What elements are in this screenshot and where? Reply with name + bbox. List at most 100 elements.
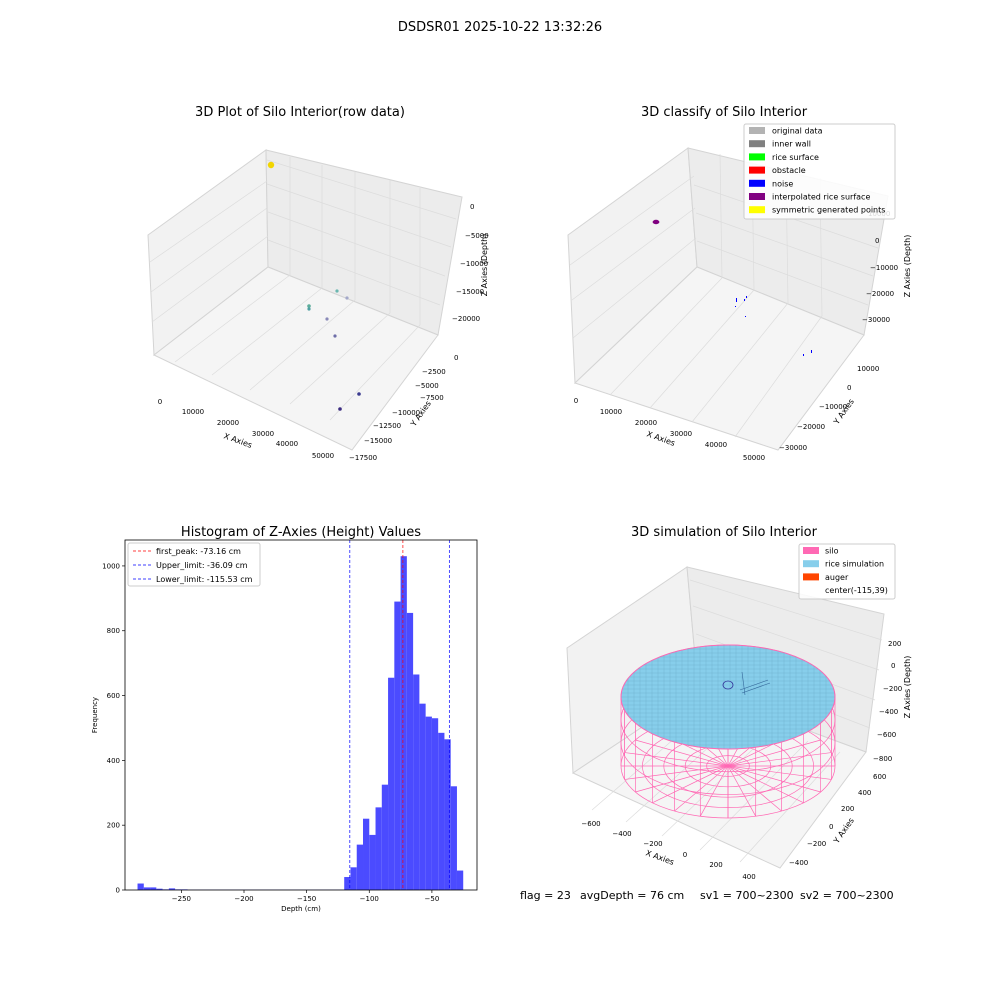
x-tick-label: 10000 bbox=[600, 408, 622, 416]
y-tick-label: −10000 bbox=[392, 409, 420, 417]
legend-swatch bbox=[749, 206, 765, 214]
y-tick-label: 0 bbox=[847, 384, 851, 392]
histogram-bar bbox=[444, 739, 451, 890]
footer-sv2: sv2 = 700~2300 bbox=[800, 889, 894, 902]
histogram-bar bbox=[363, 818, 370, 890]
histogram-bar bbox=[344, 877, 351, 890]
histogram-bar bbox=[431, 718, 439, 890]
histogram-bar bbox=[137, 883, 144, 890]
histogram-bars bbox=[137, 556, 464, 890]
footer-flag: flag = 23 bbox=[520, 889, 571, 902]
z-tick-label: −5000 bbox=[465, 232, 489, 240]
z-tick-label: 0 bbox=[891, 662, 895, 670]
histogram-axes-frame bbox=[124, 539, 478, 891]
data-point bbox=[735, 306, 736, 307]
z-tick-label: 0 bbox=[875, 237, 879, 245]
data-point bbox=[345, 296, 349, 300]
histogram-bar bbox=[456, 870, 464, 890]
legend-label: symmetric generated points bbox=[772, 206, 885, 215]
data-point bbox=[745, 316, 746, 317]
panel3-title: Histogram of Z-Axies (Height) Values bbox=[181, 525, 421, 540]
panel1-title: 3D Plot of Silo Interior(row data) bbox=[195, 105, 405, 120]
histogram-bar bbox=[350, 867, 357, 890]
x-tick-label: −200 bbox=[234, 895, 253, 903]
x-tick-label: 0 bbox=[683, 851, 687, 859]
panel2-legend: original data inner wall rice surface obsta… bbox=[743, 123, 896, 220]
x-tick-label: 200 bbox=[709, 861, 722, 869]
x-tick-label: 30000 bbox=[252, 430, 274, 438]
data-point bbox=[307, 304, 311, 308]
legend-label: auger bbox=[825, 573, 849, 582]
legend-label: interpolated rice surface bbox=[772, 193, 870, 202]
data-point bbox=[357, 392, 361, 396]
legend-label: rice surface bbox=[772, 153, 819, 162]
y-tick-label: 200 bbox=[841, 805, 854, 813]
y-tick-label: −20000 bbox=[797, 423, 825, 431]
data-point bbox=[333, 334, 337, 338]
silo-spoke bbox=[635, 739, 729, 767]
panel-histogram: Histogram of Z-Axies (Height) Values −25… bbox=[91, 525, 478, 913]
histogram-bar bbox=[388, 677, 395, 890]
y-tick-label: −2500 bbox=[422, 368, 446, 376]
data-point bbox=[744, 299, 745, 301]
panel2-floor bbox=[574, 266, 865, 451]
y-tick-label: 0 bbox=[454, 354, 458, 362]
panel-classify-3d: 3D classify of Silo Interior 0 10000 200… bbox=[567, 105, 912, 462]
histogram-bar bbox=[150, 887, 157, 890]
y-tick-label: −400 bbox=[789, 859, 808, 867]
panel1-gridlines bbox=[149, 157, 457, 421]
legend-swatch bbox=[803, 547, 819, 554]
legend-label: rice simulation bbox=[825, 560, 884, 569]
panel1-points bbox=[267, 161, 361, 411]
silo-spoke bbox=[674, 765, 729, 812]
z-tick-label: −600 bbox=[877, 731, 896, 739]
panel4-legend: silo rice simulation auger center(-115,39) bbox=[798, 543, 896, 600]
data-point bbox=[652, 219, 660, 225]
legend-label: Lower_limit: -115.53 cm bbox=[156, 575, 253, 584]
x-tick-label: 0 bbox=[158, 398, 162, 406]
legend-swatch bbox=[749, 140, 765, 148]
x-tick-label: −150 bbox=[297, 895, 316, 903]
silo-spoke bbox=[727, 765, 821, 793]
histogram-bar bbox=[375, 807, 382, 890]
silo-spoke bbox=[635, 765, 729, 793]
silo-spoke bbox=[727, 752, 832, 767]
legend-label: first_peak: -73.16 cm bbox=[156, 547, 241, 556]
x-tick-label: 40000 bbox=[705, 441, 727, 449]
histogram-bar bbox=[356, 844, 364, 890]
legend-swatch bbox=[749, 127, 765, 134]
x-tick-label: 20000 bbox=[217, 419, 239, 427]
z-tick-label: −800 bbox=[873, 755, 892, 763]
x-tick-label: −100 bbox=[360, 895, 379, 903]
panel1-floor bbox=[153, 266, 439, 451]
x-axis-label: Depth (cm) bbox=[281, 905, 321, 913]
histogram-bar bbox=[450, 786, 457, 890]
histogram-bar bbox=[143, 887, 151, 890]
x-tick-label: 50000 bbox=[312, 452, 334, 460]
panel4-title: 3D simulation of Silo Interior bbox=[631, 525, 818, 540]
histogram-y-ticks: 0 200 400 600 800 1000 bbox=[102, 562, 125, 895]
legend-swatch bbox=[749, 179, 765, 187]
z-tick-label: 0 bbox=[470, 203, 474, 211]
silo-spoke bbox=[727, 765, 832, 780]
data-point bbox=[335, 289, 339, 293]
y-tick-label: 400 bbox=[858, 789, 871, 797]
z-axis-label: Z Axies (Depth) bbox=[903, 235, 912, 298]
rice-surface-mesh bbox=[621, 645, 835, 749]
x-tick-label: −50 bbox=[425, 895, 440, 903]
histogram-reference-lines bbox=[349, 540, 450, 890]
histogram-bar bbox=[369, 834, 376, 890]
histogram-bar bbox=[419, 703, 426, 890]
z-tick-label: −20000 bbox=[452, 315, 480, 323]
histogram-bar bbox=[438, 732, 445, 890]
x-tick-label: 40000 bbox=[276, 440, 298, 448]
y-tick-label: 1000 bbox=[102, 562, 120, 570]
x-tick-label: 0 bbox=[574, 397, 578, 405]
histogram-legend: first_peak: -73.16 cm Upper_limit: -36.09… bbox=[127, 542, 261, 587]
y-tick-label: −5000 bbox=[415, 382, 439, 390]
x-axis-label: X Axies bbox=[644, 848, 675, 867]
silo-spoke bbox=[624, 752, 729, 767]
histogram-x-ticks: −250 −200 −150 −100 −50 bbox=[172, 890, 440, 903]
y-tick-label: 600 bbox=[107, 692, 120, 700]
